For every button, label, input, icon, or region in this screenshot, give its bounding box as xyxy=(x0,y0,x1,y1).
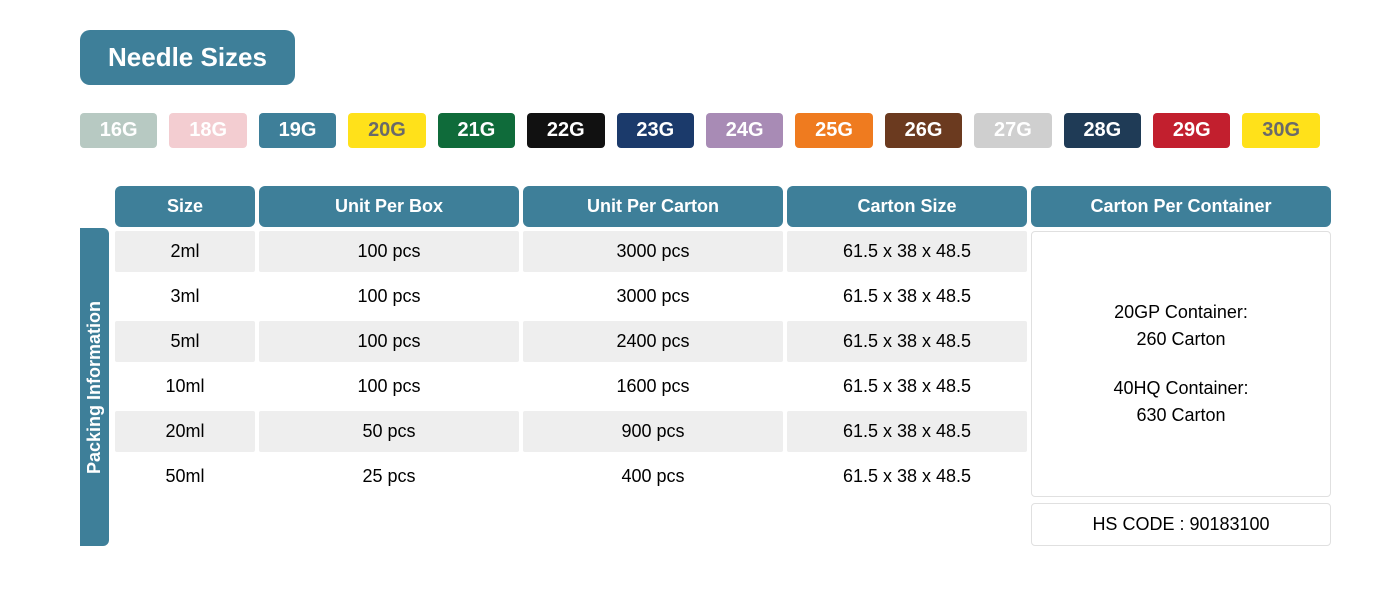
container-line: 630 Carton xyxy=(1113,402,1248,429)
table-cell: 3ml xyxy=(115,276,255,317)
packing-side-label: Packing Information xyxy=(80,228,109,546)
table-cell: 50ml xyxy=(115,456,255,497)
table-cell: 61.5 x 38 x 48.5 xyxy=(787,456,1027,497)
needle-chip-28G: 28G xyxy=(1064,113,1141,148)
container-line: 260 Carton xyxy=(1114,326,1248,353)
table-cell: 61.5 x 38 x 48.5 xyxy=(787,321,1027,362)
table-cell: 1600 pcs xyxy=(523,366,783,407)
table-cell: 100 pcs xyxy=(259,231,519,272)
hs-code: HS CODE : 90183100 xyxy=(1031,503,1331,546)
table-cell: 2400 pcs xyxy=(523,321,783,362)
table-cell: 61.5 x 38 x 48.5 xyxy=(787,366,1027,407)
table-cell: 900 pcs xyxy=(523,411,783,452)
table-cell: 61.5 x 38 x 48.5 xyxy=(787,276,1027,317)
table-cell: 61.5 x 38 x 48.5 xyxy=(787,231,1027,272)
table-header: Unit Per Box xyxy=(259,186,519,227)
container-line: 40HQ Container: xyxy=(1113,375,1248,402)
container-line: 20GP Container: xyxy=(1114,299,1248,326)
needle-chip-29G: 29G xyxy=(1153,113,1230,148)
packing-information-block: Packing Information SizeUnit Per BoxUnit… xyxy=(80,186,1320,546)
table-header: Size xyxy=(115,186,255,227)
table-cell: 100 pcs xyxy=(259,276,519,317)
needle-chip-18G: 18G xyxy=(169,113,246,148)
needle-chips-row: 16G 18G 19G 20G 21G 22G 23G 24G 25G 26G 27G 28G 29G 3… xyxy=(80,113,1320,148)
needle-chip-23G: 23G xyxy=(617,113,694,148)
needle-chip-25G: 25G xyxy=(795,113,872,148)
table-cell: 3000 pcs xyxy=(523,276,783,317)
table-cell: 25 pcs xyxy=(259,456,519,497)
table-cell: 2ml xyxy=(115,231,255,272)
table-cell: 61.5 x 38 x 48.5 xyxy=(787,411,1027,452)
needle-chip-21G: 21G xyxy=(438,113,515,148)
table-cell: 10ml xyxy=(115,366,255,407)
table-cell: 20ml xyxy=(115,411,255,452)
needle-chip-20G: 20G xyxy=(348,113,425,148)
table-cell: 5ml xyxy=(115,321,255,362)
needle-chip-16G: 16G xyxy=(80,113,157,148)
needle-chip-27G: 27G xyxy=(974,113,1051,148)
table-cell: 100 pcs xyxy=(259,321,519,362)
table-header: Unit Per Carton xyxy=(523,186,783,227)
section-title: Needle Sizes xyxy=(80,30,295,85)
needle-chip-30G: 30G xyxy=(1242,113,1319,148)
table-header: Carton Size xyxy=(787,186,1027,227)
table-cell: 100 pcs xyxy=(259,366,519,407)
table-cell: 400 pcs xyxy=(523,456,783,497)
table-cell: 3000 pcs xyxy=(523,231,783,272)
table-header: Carton Per Container xyxy=(1031,186,1331,227)
needle-chip-19G: 19G xyxy=(259,113,336,148)
packing-table: SizeUnit Per BoxUnit Per CartonCarton Si… xyxy=(115,186,1331,546)
needle-chip-22G: 22G xyxy=(527,113,604,148)
carton-per-container-cell: 20GP Container:260 Carton 40HQ Container:… xyxy=(1031,231,1331,497)
table-cell: 50 pcs xyxy=(259,411,519,452)
needle-chip-26G: 26G xyxy=(885,113,962,148)
needle-chip-24G: 24G xyxy=(706,113,783,148)
